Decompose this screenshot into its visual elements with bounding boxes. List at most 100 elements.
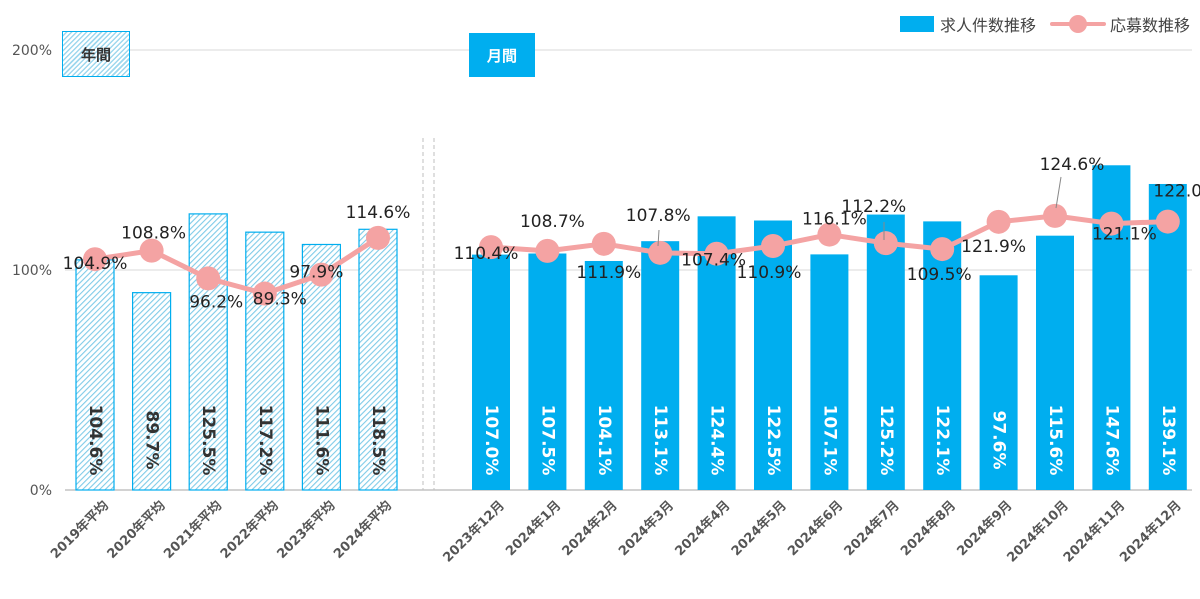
line-value-label: 89.3% <box>253 290 307 310</box>
line-point <box>930 237 955 262</box>
legend-bar-label: 求人件数推移 <box>940 16 1037 35</box>
line-point <box>83 247 107 272</box>
bar-value-label: 118.5% <box>368 405 388 476</box>
bar-value-label: 122.5% <box>763 405 783 476</box>
leader-line <box>657 229 660 247</box>
legend: 求人件数推移 応募数推移 <box>900 12 1190 36</box>
bar-value-label: 107.1% <box>819 405 839 476</box>
y-tick-label: 200% <box>12 43 52 59</box>
monthly-tag: 月間 <box>469 33 535 77</box>
x-tick-label: 2024年9月 <box>954 498 1016 560</box>
bar <box>1036 235 1074 490</box>
line-point <box>196 266 221 291</box>
x-tick-label: 2024年5月 <box>728 498 790 560</box>
bar <box>472 254 510 490</box>
line-point <box>1155 209 1180 234</box>
bar <box>979 275 1018 490</box>
line-point <box>591 231 616 256</box>
bar <box>1148 183 1187 491</box>
annual-tag: 年間 <box>62 31 130 77</box>
line-value-label: 111.9% <box>576 263 641 283</box>
line-point <box>252 281 277 306</box>
bar <box>245 231 285 491</box>
legend-line-label: 応募数推移 <box>1110 16 1191 35</box>
line-value-label: 112.2% <box>841 197 906 217</box>
line-point <box>1099 211 1124 236</box>
bar-value-label: 125.5% <box>198 405 218 476</box>
line-value-label: 110.4% <box>454 244 519 264</box>
bar <box>301 243 341 491</box>
bar <box>754 220 792 490</box>
bar <box>641 241 680 490</box>
line-value-label: 114.6% <box>346 203 411 223</box>
x-tick-label: 2024年3月 <box>615 498 677 560</box>
x-tick-label: 2024年7月 <box>841 498 903 560</box>
bar-value-label: 89.7% <box>142 411 162 470</box>
x-tick-label: 2024年8月 <box>897 498 959 560</box>
x-tick-label: 2024年6月 <box>785 498 847 560</box>
bar-value-label: 122.1% <box>932 405 952 476</box>
bar-value-label: 125.2% <box>876 405 896 476</box>
line-point <box>309 262 334 287</box>
bar <box>810 254 849 490</box>
x-tick-label: 2021年平均 <box>161 498 225 562</box>
line-point <box>817 222 842 247</box>
leader-line <box>1055 176 1062 209</box>
bar-value-label: 115.6% <box>1045 405 1065 476</box>
line-value-label: 108.8% <box>121 224 186 244</box>
line-value-label: 110.9% <box>737 263 802 283</box>
bar-value-label: 104.1% <box>594 405 614 476</box>
y-tick-label: 100% <box>12 263 52 279</box>
line-value-label: 97.9% <box>289 263 343 283</box>
bar-value-label: 124.4% <box>707 405 727 476</box>
x-tick-label: 2024年1月 <box>503 498 565 560</box>
legend-bar-swatch <box>900 16 934 32</box>
line-value-label: 121.1% <box>1092 225 1157 245</box>
line-point <box>479 235 503 260</box>
x-tick-label: 2024年2月 <box>559 498 621 560</box>
bar-value-label: 107.5% <box>537 405 557 476</box>
line-point <box>1043 203 1067 228</box>
bar-value-label: 97.6% <box>989 411 1009 470</box>
bar <box>132 292 172 491</box>
bar-layer <box>75 165 1187 491</box>
bar-value-label: 111.6% <box>311 405 331 476</box>
x-tick-label: 2023年12月 <box>440 498 508 566</box>
bar <box>528 253 567 490</box>
line-point <box>704 241 729 266</box>
line-layer <box>83 203 1180 306</box>
line-value-label: 108.7% <box>520 212 585 232</box>
bar-value-label: 117.2% <box>255 405 275 476</box>
bar-value-label: 113.1% <box>650 405 670 476</box>
line-point <box>648 240 673 265</box>
line-value-label: 116.1% <box>802 210 867 230</box>
x-tick-label: 2019年平均 <box>47 498 111 562</box>
bar <box>866 214 905 490</box>
bar <box>923 221 962 490</box>
line-point <box>139 238 164 263</box>
line-value-label: 121.9% <box>961 237 1026 257</box>
bar-value-label: 107.0% <box>481 405 501 476</box>
bar <box>75 259 115 491</box>
line-point <box>366 225 390 250</box>
line-point <box>873 231 898 256</box>
x-tick-label: 2024年4月 <box>672 498 734 560</box>
legend-line-swatch <box>1050 15 1107 33</box>
line-value-label: 107.4% <box>681 251 746 271</box>
y-tick-label: 0% <box>30 483 52 499</box>
line-value-label: 104.9% <box>63 254 128 274</box>
x-tick-label: 2022年平均 <box>217 498 281 562</box>
line-value-label: 107.8% <box>626 206 691 226</box>
line-value-label: 124.6% <box>1040 155 1105 175</box>
bar <box>188 213 228 491</box>
line-value-label: 109.5% <box>907 265 972 285</box>
line-point <box>535 238 560 263</box>
line-point <box>986 209 1011 234</box>
x-tick-label: 2020年平均 <box>104 498 168 562</box>
x-tick-label: 2024年平均 <box>330 498 394 562</box>
bar <box>584 260 623 490</box>
bar-value-label: 104.6% <box>85 405 105 476</box>
bar <box>358 228 398 491</box>
line-value-label: 96.2% <box>189 292 243 312</box>
